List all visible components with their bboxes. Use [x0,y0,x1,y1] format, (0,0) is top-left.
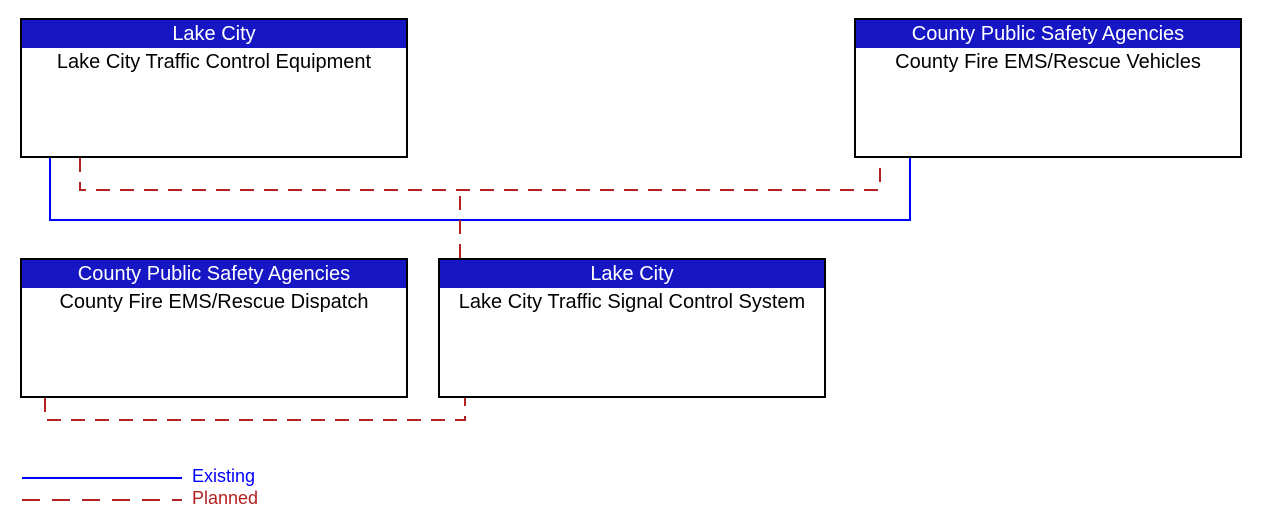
box-lake-city-traffic-signal-control-system: Lake City Lake City Traffic Signal Contr… [438,258,826,398]
legend-existing-label: Existing [192,466,255,487]
legend-planned-line [22,498,182,502]
box-lake-city-traffic-control-equipment: Lake City Lake City Traffic Control Equi… [20,18,408,158]
box-body: County Fire EMS/Rescue Dispatch [22,288,406,314]
legend-existing-line [22,476,182,480]
box-body: County Fire EMS/Rescue Vehicles [856,48,1240,74]
box-county-fire-ems-rescue-vehicles: County Public Safety Agencies County Fir… [854,18,1242,158]
legend-planned-label: Planned [192,488,258,509]
box-body: Lake City Traffic Control Equipment [22,48,406,74]
box-header: Lake City [22,20,406,48]
box-body: Lake City Traffic Signal Control System [440,288,824,314]
box-county-fire-ems-rescue-dispatch: County Public Safety Agencies County Fir… [20,258,408,398]
box-header: County Public Safety Agencies [856,20,1240,48]
box-header: County Public Safety Agencies [22,260,406,288]
box-header: Lake City [440,260,824,288]
